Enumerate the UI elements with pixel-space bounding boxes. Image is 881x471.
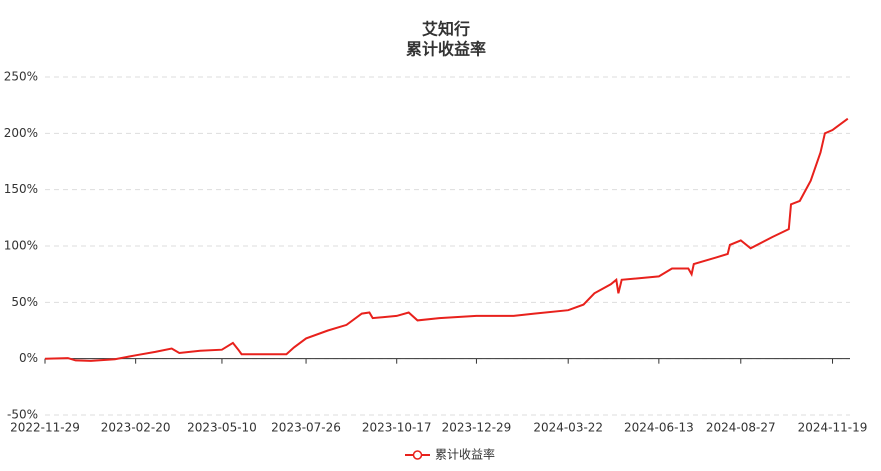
- x-tick-label: 2023-10-17: [362, 421, 432, 435]
- y-tick-label: 0%: [19, 351, 38, 365]
- x-tick-label: 2023-02-20: [101, 421, 171, 435]
- x-tick-label: 2024-06-13: [624, 421, 694, 435]
- x-tick-label: 2024-03-22: [533, 421, 603, 435]
- x-tick-label: 2023-05-10: [187, 421, 257, 435]
- line-series: [44, 117, 849, 362]
- x-tick-label: 2024-11-19: [798, 421, 868, 435]
- y-tick-label: 50%: [11, 295, 38, 309]
- legend-marker: [412, 450, 423, 460]
- x-tick-label: 2022-11-29: [10, 421, 80, 435]
- x-tick-label: 2023-12-29: [442, 421, 512, 435]
- y-tick-label: 150%: [4, 182, 38, 196]
- y-tick-label: 200%: [4, 126, 38, 140]
- y-tick-label: 250%: [4, 70, 38, 84]
- chart-subtitle: 累计收益率: [406, 40, 486, 59]
- x-tick-label: 2024-08-27: [706, 421, 776, 435]
- legend-label: 累计收益率: [435, 447, 495, 462]
- chart-title: 艾知行: [422, 20, 470, 39]
- y-tick-label: -50%: [7, 408, 38, 422]
- x-tick-label: 2023-07-26: [271, 421, 341, 435]
- y-tick-label: 100%: [4, 239, 38, 253]
